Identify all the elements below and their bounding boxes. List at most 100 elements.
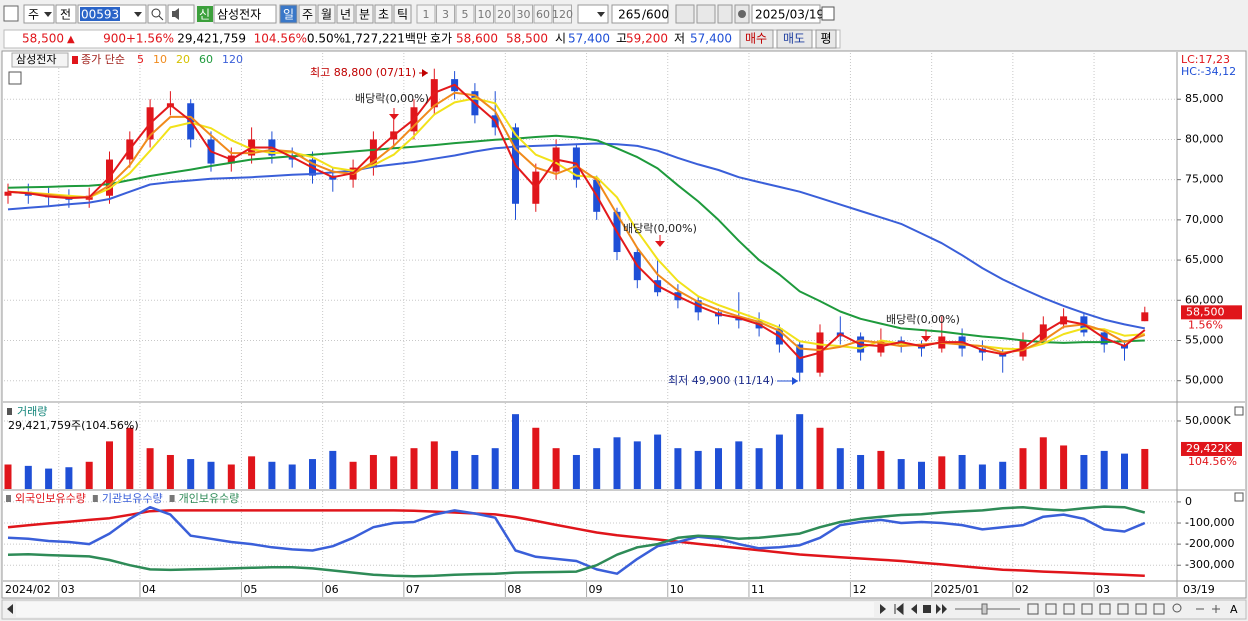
date-input[interactable] [751,4,821,24]
period-button[interactable] [393,4,412,24]
period-button[interactable] [317,4,336,24]
buy-button[interactable] [739,29,774,49]
period-label: 년 [340,8,351,22]
interval-label: 120 [552,8,573,21]
tool-button[interactable] [696,4,716,24]
quote-price: 58,500 [22,32,64,46]
x-tick-label: 12 [852,583,866,596]
volume-bar [633,441,641,489]
annotation-arrow [792,377,798,385]
interval-button[interactable] [455,4,475,24]
period-button[interactable] [336,4,355,24]
volume-tag [1181,441,1242,456]
tool-icon[interactable] [1117,603,1129,615]
market-button[interactable] [55,4,77,24]
annotation: 배당락(0,00%) [623,222,697,235]
panel-close[interactable] [1234,406,1244,416]
interval-label: 20 [497,8,511,21]
tool-icon[interactable] [1135,603,1147,615]
y-tick-label: 80,000 [1185,132,1224,145]
quote-volume: 29,421,759 [177,32,246,46]
legend-entry: 20 [176,53,190,66]
volume-bar [755,448,763,489]
interval-button[interactable] [514,4,533,24]
count: 265 [618,8,641,22]
new-badge [197,6,213,22]
tool-icon[interactable] [1153,603,1165,615]
scroll-left[interactable] [7,604,13,614]
name-box[interactable] [213,4,277,24]
y-tick-label: 65,000 [1185,253,1224,266]
quote-arrow: ▲ [67,34,75,45]
interval-button[interactable] [416,4,436,24]
period-label: 주 [302,8,313,22]
interval-button[interactable] [533,4,553,24]
max-count: /600 [642,8,669,22]
hc: HC:-34,12 [1181,65,1236,78]
period-button[interactable] [298,4,317,24]
volume-bar [85,461,93,489]
high-label: 고 [616,32,627,46]
next-button[interactable] [936,604,947,614]
legend-marker [169,495,175,502]
volume-bar [1100,450,1108,489]
sound-button[interactable] [167,4,195,24]
interval-label: 5 [462,8,469,21]
volume-bar [775,434,783,489]
interval-button[interactable] [436,4,455,24]
low-label: 저 [674,32,685,46]
interval-button[interactable] [494,4,514,24]
volume-bar [572,454,580,489]
x-tick-label: 2024/02 [5,583,51,596]
stop-button[interactable] [923,605,931,613]
prev-button[interactable] [911,604,917,614]
quote-change-pct: +1.56% [126,32,174,46]
period-button[interactable] [355,4,374,24]
scroll-track[interactable] [16,602,874,617]
volume-bar [897,459,905,489]
zoom-in[interactable] [1212,605,1220,613]
table-icon[interactable] [8,71,22,85]
last-date: 03/19 [1183,583,1215,596]
volume-bar [836,448,844,489]
tool-icon[interactable] [1099,603,1111,615]
sell-button[interactable] [776,29,813,49]
save-button[interactable] [717,4,733,24]
search-icon [151,8,161,18]
period-button[interactable] [374,4,393,24]
calendar-icon[interactable] [821,6,835,21]
quote-box [3,29,841,49]
count-input[interactable] [611,4,669,24]
tool-icon[interactable] [1081,603,1093,615]
dropdown-arrow [134,12,142,17]
interval-button[interactable] [553,4,572,24]
menu-icon[interactable] [3,5,19,22]
volume-bar [45,468,53,489]
volume-bar [65,467,73,489]
font-button[interactable]: A [1230,603,1238,616]
tool-icon[interactable] [1045,603,1057,615]
date: 2025/03/19 [755,8,824,22]
ma-line [7,83,1146,360]
panel-close[interactable] [1234,492,1244,502]
tool-icon[interactable] [1063,603,1075,615]
scroll-right[interactable] [880,604,886,614]
interval-select[interactable] [577,4,609,24]
zoom-thumb[interactable] [981,603,988,615]
first-button[interactable] [894,602,904,616]
price-tag-label: 58,500 [1186,305,1225,318]
zoom-icon[interactable] [1172,603,1182,613]
period-type-select[interactable] [23,4,55,24]
avg-button[interactable] [815,29,837,49]
period-button[interactable] [279,4,298,24]
volume-bar [999,461,1007,489]
holding-line [7,505,1146,575]
legend-entry: 60 [199,53,213,66]
x-tick-label: 03 [61,583,75,596]
search-button[interactable] [147,4,167,24]
tool-icon[interactable] [1027,603,1039,615]
tool-button[interactable] [675,4,695,24]
quote-change: 900 [103,32,126,46]
interval-button[interactable] [475,4,494,24]
